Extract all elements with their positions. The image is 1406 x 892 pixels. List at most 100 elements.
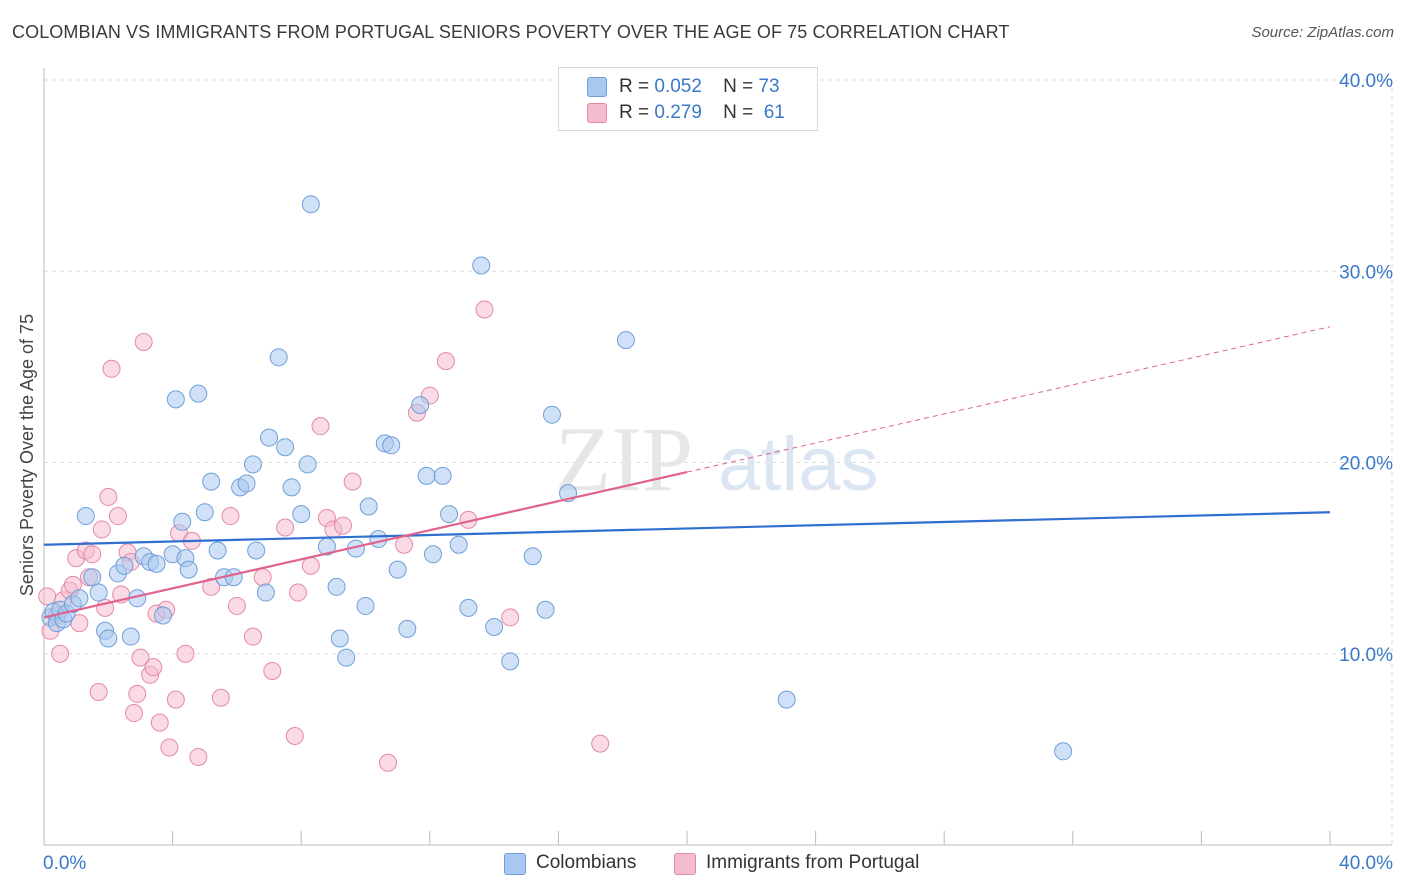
x-tick-label: 0.0% bbox=[43, 853, 86, 874]
data-point-portugal bbox=[333, 516, 352, 535]
legend-r-value: 0.279 bbox=[654, 102, 702, 123]
data-point-portugal bbox=[176, 644, 195, 663]
data-point-colombians bbox=[433, 466, 452, 485]
data-point-colombians bbox=[173, 512, 192, 531]
trend-line-portugal bbox=[43, 470, 688, 619]
data-point-colombians bbox=[189, 384, 208, 403]
legend-r-label: R = bbox=[619, 102, 650, 123]
data-point-colombians bbox=[424, 545, 443, 564]
data-point-colombians bbox=[356, 596, 375, 615]
watermark: ZIP atlas bbox=[555, 408, 879, 510]
data-point-colombians bbox=[777, 690, 796, 709]
data-point-colombians bbox=[83, 568, 102, 587]
legend-r-label: R = bbox=[619, 76, 650, 97]
data-point-colombians bbox=[411, 396, 430, 415]
data-point-colombians bbox=[382, 436, 401, 455]
trend-line-colombians bbox=[43, 511, 1331, 546]
data-point-colombians bbox=[440, 505, 459, 524]
data-point-colombians bbox=[417, 466, 436, 485]
data-point-portugal bbox=[243, 627, 262, 646]
data-point-colombians bbox=[359, 497, 378, 516]
data-point-colombians bbox=[202, 472, 221, 491]
data-point-colombians bbox=[536, 600, 555, 619]
trend-line-portugal-projection bbox=[686, 326, 1331, 473]
data-point-portugal bbox=[436, 352, 455, 371]
data-point-colombians bbox=[298, 455, 317, 474]
data-point-portugal bbox=[166, 690, 185, 709]
data-point-colombians bbox=[301, 195, 320, 214]
data-point-colombians bbox=[337, 648, 356, 667]
data-point-colombians bbox=[179, 560, 198, 579]
watermark-zip: ZIP bbox=[555, 408, 693, 510]
data-point-colombians bbox=[449, 535, 468, 554]
data-point-portugal bbox=[108, 507, 127, 526]
legend-n-value: 61 bbox=[763, 102, 785, 123]
data-point-portugal bbox=[92, 520, 111, 539]
data-point-colombians bbox=[115, 556, 134, 575]
y-tick-label: 20.0% bbox=[1339, 454, 1393, 475]
data-point-portugal bbox=[83, 545, 102, 564]
legend-n-value: 73 bbox=[758, 76, 780, 97]
data-point-portugal bbox=[591, 734, 610, 753]
data-point-portugal bbox=[475, 300, 494, 319]
data-point-portugal bbox=[263, 661, 282, 680]
data-point-colombians bbox=[243, 455, 262, 474]
data-point-colombians bbox=[398, 619, 417, 638]
data-point-portugal bbox=[253, 568, 272, 587]
correlation-legend: R = 0.052 N = 73 R = 0.279 N = 61 bbox=[558, 67, 818, 131]
data-point-colombians bbox=[260, 428, 279, 447]
data-point-colombians bbox=[70, 589, 89, 608]
data-point-colombians bbox=[99, 629, 118, 648]
data-point-colombians bbox=[282, 478, 301, 497]
axes bbox=[43, 68, 1392, 846]
data-point-colombians bbox=[166, 390, 185, 409]
data-point-portugal bbox=[125, 704, 144, 723]
data-point-colombians bbox=[501, 652, 520, 671]
data-point-portugal bbox=[51, 644, 70, 663]
data-point-portugal bbox=[102, 359, 121, 378]
data-point-colombians bbox=[89, 583, 108, 602]
chart-title: COLOMBIAN VS IMMIGRANTS FROM PORTUGAL SE… bbox=[12, 22, 1010, 42]
data-point-colombians bbox=[147, 554, 166, 573]
data-point-colombians bbox=[237, 474, 256, 493]
legend-swatch-colombians bbox=[587, 77, 607, 97]
data-point-portugal bbox=[160, 738, 179, 757]
data-point-portugal bbox=[38, 587, 57, 606]
data-point-colombians bbox=[153, 606, 172, 625]
data-point-colombians bbox=[542, 405, 561, 424]
watermark-atlas: atlas bbox=[718, 422, 879, 507]
bottom-legend-label-colombians: Colombians bbox=[536, 852, 637, 873]
data-point-colombians bbox=[121, 627, 140, 646]
legend-r-value: 0.052 bbox=[654, 76, 702, 97]
data-point-portugal bbox=[301, 556, 320, 575]
data-point-portugal bbox=[285, 726, 304, 745]
data-point-portugal bbox=[99, 487, 118, 506]
data-point-portugal bbox=[276, 518, 295, 537]
data-point-portugal bbox=[150, 713, 169, 732]
data-point-colombians bbox=[247, 541, 266, 560]
data-point-portugal bbox=[89, 683, 108, 701]
legend-swatch-portugal bbox=[587, 103, 607, 123]
data-point-portugal bbox=[288, 583, 307, 602]
series-colombians-points bbox=[41, 195, 1073, 761]
y-axis-label: Seniors Poverty Over the Age of 75 bbox=[17, 314, 37, 596]
data-point-colombians bbox=[369, 530, 388, 548]
data-point-portugal bbox=[501, 608, 520, 627]
data-point-portugal bbox=[211, 688, 230, 707]
data-point-portugal bbox=[395, 535, 414, 554]
data-point-colombians bbox=[292, 505, 311, 524]
legend-n-label: N = bbox=[723, 102, 754, 123]
data-point-colombians bbox=[256, 583, 275, 602]
data-point-colombians bbox=[459, 598, 478, 617]
data-point-colombians bbox=[208, 541, 227, 560]
data-point-portugal bbox=[311, 417, 330, 436]
data-point-portugal bbox=[379, 753, 398, 772]
data-point-colombians bbox=[76, 507, 95, 526]
data-point-colombians bbox=[472, 256, 491, 275]
y-tick-label: 10.0% bbox=[1339, 645, 1393, 666]
bottom-legend-swatch-colombians bbox=[504, 853, 526, 875]
data-point-portugal bbox=[343, 472, 362, 491]
data-point-colombians bbox=[269, 348, 288, 367]
data-point-portugal bbox=[131, 648, 150, 667]
data-point-portugal bbox=[202, 577, 221, 596]
